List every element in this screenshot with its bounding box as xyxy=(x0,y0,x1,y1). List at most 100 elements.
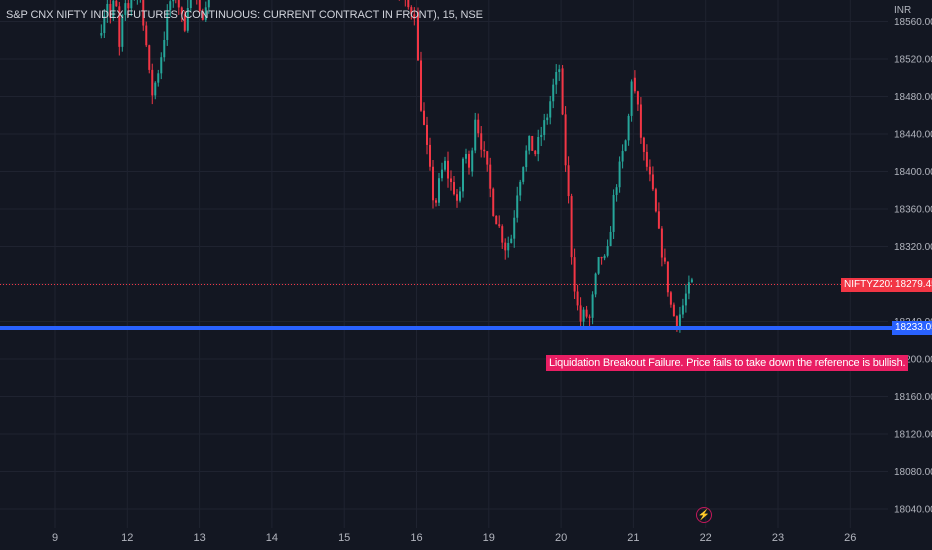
candle-body xyxy=(172,0,175,2)
y-tick-label: 18440.00 xyxy=(894,130,932,141)
candle-body xyxy=(157,73,160,83)
candle-body xyxy=(681,305,684,315)
candle-body xyxy=(612,194,615,232)
candle-body xyxy=(201,11,204,20)
candle-body xyxy=(525,150,528,168)
candle-body xyxy=(570,196,573,258)
candle-body xyxy=(441,169,443,179)
x-tick-label: 20 xyxy=(555,532,567,544)
candle-body xyxy=(118,6,121,47)
candle-body xyxy=(447,160,449,179)
candle-body xyxy=(426,124,428,145)
candle-body xyxy=(492,188,495,216)
y-tick-label: 18360.00 xyxy=(894,205,932,216)
candle-body xyxy=(552,84,555,102)
candle-body xyxy=(621,150,624,162)
x-tick-label: 23 xyxy=(772,532,784,544)
candle-body xyxy=(543,120,546,135)
candle-body xyxy=(615,187,618,195)
candle-body xyxy=(121,14,124,47)
candle-body xyxy=(115,0,118,7)
candle-body xyxy=(186,8,189,31)
reference-price-tag: 18233.05 xyxy=(892,321,932,336)
currency-label: INR xyxy=(894,5,912,16)
candle-body xyxy=(100,33,103,36)
chart-title: S&P CNX NIFTY INDEX FUTURES (CONTINUOUS:… xyxy=(6,9,483,21)
candle-body xyxy=(189,0,192,9)
candle-body xyxy=(657,211,660,229)
symbol-tag: NIFTYZ2022 xyxy=(841,277,905,292)
candle-body xyxy=(561,68,564,115)
candle-body xyxy=(127,3,130,9)
y-tick-label: 18560.00 xyxy=(894,17,932,28)
y-tick-label: 18080.00 xyxy=(894,467,932,478)
candle-body xyxy=(160,57,163,74)
candle-body xyxy=(573,257,576,292)
candle-body xyxy=(504,242,507,251)
candle-body xyxy=(103,15,106,34)
candle-body xyxy=(624,140,627,151)
candle-body xyxy=(600,256,603,259)
candle-body xyxy=(154,82,157,96)
candle-body xyxy=(468,153,470,168)
candle-body xyxy=(534,150,537,155)
y-tick-label: 18160.00 xyxy=(894,392,932,403)
candle-body xyxy=(166,10,169,40)
candle-body xyxy=(567,165,570,197)
candle-body xyxy=(417,12,419,61)
candle-body xyxy=(438,178,440,203)
x-tick-label: 16 xyxy=(410,532,422,544)
candle-body xyxy=(585,309,588,317)
candle-body xyxy=(519,181,522,196)
candle-body xyxy=(579,305,582,322)
candle-body xyxy=(507,242,510,251)
candle-body xyxy=(606,246,609,256)
candle-body xyxy=(432,166,434,201)
y-tick-label: 18040.00 xyxy=(894,505,932,516)
candle-body xyxy=(627,115,630,141)
candle-body xyxy=(630,81,633,116)
x-tick-label: 13 xyxy=(193,532,205,544)
candles xyxy=(100,0,693,333)
candle-body xyxy=(576,291,579,306)
candle-body xyxy=(429,144,431,167)
candle-body xyxy=(456,194,458,201)
candle-body xyxy=(423,110,425,125)
y-tick-label: 18400.00 xyxy=(894,167,932,178)
x-tick-label: 26 xyxy=(844,532,856,544)
current-price-tag: 18279.45 xyxy=(892,277,932,292)
candle-body xyxy=(645,151,648,167)
candle-body xyxy=(459,191,461,201)
candle-body xyxy=(410,7,413,15)
candle-body xyxy=(636,91,639,105)
y-tick-label: 18480.00 xyxy=(894,92,932,103)
annotation-label[interactable]: Liquidation Breakout Failure. Price fail… xyxy=(546,355,909,371)
candle-body xyxy=(489,164,492,189)
candle-body xyxy=(163,39,166,58)
candle-body xyxy=(549,101,552,118)
lightning-icon[interactable]: ⚡ xyxy=(696,507,712,523)
candle-body xyxy=(413,14,416,19)
candle-body xyxy=(591,294,594,318)
candle-body xyxy=(462,158,464,192)
y-tick-label: 18320.00 xyxy=(894,242,932,253)
y-tick-label: 18120.00 xyxy=(894,430,932,441)
candle-body xyxy=(177,0,180,8)
candle-body xyxy=(648,166,651,175)
candle-body xyxy=(453,182,455,195)
candle-body xyxy=(106,3,109,16)
candle-body xyxy=(477,119,480,134)
candle-body xyxy=(151,69,154,96)
candle-body xyxy=(450,178,452,183)
candle-body xyxy=(495,215,498,225)
candle-body xyxy=(483,149,486,152)
candle-body xyxy=(654,189,657,212)
candle-body xyxy=(528,135,531,151)
candle-body xyxy=(672,304,675,317)
candle-body xyxy=(537,137,540,155)
x-tick-label: 14 xyxy=(266,532,278,544)
candle-body xyxy=(597,256,600,274)
grid xyxy=(0,0,888,528)
